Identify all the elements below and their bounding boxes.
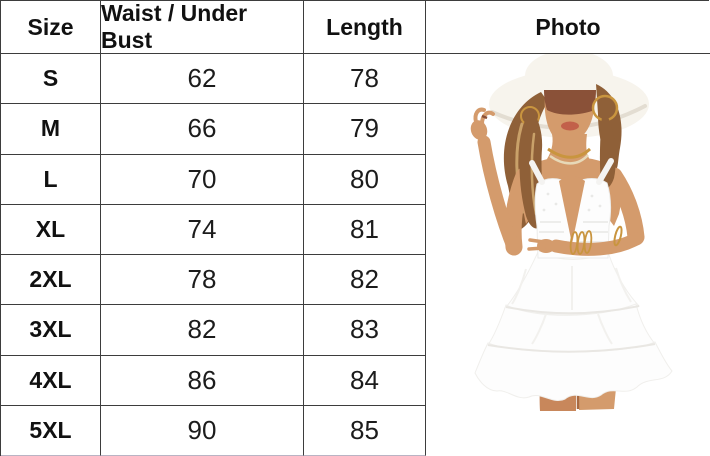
header-photo: Photo — [426, 1, 710, 54]
waist-cell: 90 — [101, 405, 304, 456]
length-cell: 83 — [304, 305, 426, 356]
size-cell: 5XL — [1, 405, 101, 456]
length-cell: 81 — [304, 204, 426, 255]
size-cell: 4XL — [1, 355, 101, 406]
waist-cell: 86 — [101, 355, 304, 406]
size-cell: L — [1, 154, 101, 205]
length-cell: 84 — [304, 355, 426, 406]
length-cell: 79 — [304, 104, 426, 155]
necklace-icon — [547, 147, 592, 165]
length-cell: 82 — [304, 255, 426, 306]
model-right-upper-arm — [605, 167, 645, 246]
model-crossing-arm — [527, 225, 643, 256]
ring-icon — [481, 114, 488, 120]
dress-skirt — [474, 251, 673, 401]
waist-cell: 78 — [101, 255, 304, 306]
bracelets-icon — [569, 225, 623, 255]
header-length: Length — [304, 1, 426, 54]
length-cell: 78 — [304, 54, 426, 105]
model-photo-illustration — [470, 54, 673, 411]
size-cell: XL — [1, 204, 101, 255]
waist-cell: 62 — [101, 54, 304, 105]
waist-cell: 66 — [101, 104, 304, 155]
size-cell: 2XL — [1, 255, 101, 306]
waist-cell: 82 — [101, 305, 304, 356]
header-waist: Waist / Under Bust — [101, 1, 304, 54]
waist-cell: 70 — [101, 154, 304, 205]
header-size: Size — [1, 1, 101, 54]
model-raised-arm — [470, 107, 521, 256]
length-cell: 80 — [304, 154, 426, 205]
waist-cell: 74 — [101, 204, 304, 255]
product-photo — [426, 54, 710, 456]
size-cell: S — [1, 54, 101, 105]
length-cell: 85 — [304, 405, 426, 456]
size-cell: 3XL — [1, 305, 101, 356]
model-face — [544, 90, 596, 145]
size-cell: M — [1, 104, 101, 155]
